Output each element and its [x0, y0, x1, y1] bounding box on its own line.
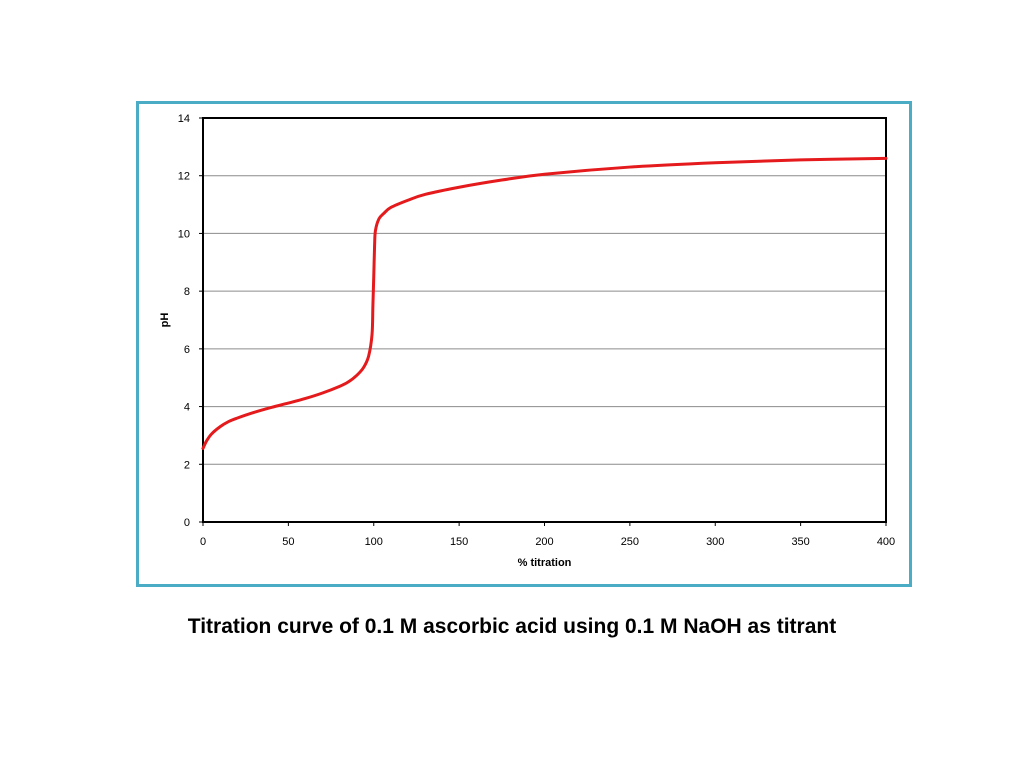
- x-tick-label: 0: [200, 536, 206, 548]
- grid-lines: [203, 117, 886, 465]
- x-tick-label: 100: [365, 536, 383, 548]
- chart-frame: [136, 101, 912, 587]
- x-tick-label: 150: [450, 536, 468, 548]
- series-layer: [201, 156, 888, 450]
- y-tick-label: 2: [184, 459, 190, 471]
- figure-caption: Titration curve of 0.1 M ascorbic acid u…: [187, 615, 837, 638]
- y-tick-label: 14: [178, 113, 190, 125]
- axes: [199, 117, 887, 526]
- x-tick-label: 250: [621, 536, 639, 548]
- x-tick-label: 300: [706, 536, 724, 548]
- y-tick-label: 0: [184, 517, 190, 529]
- y-tick-label: 6: [184, 344, 190, 356]
- x-tick-label: 350: [791, 536, 809, 548]
- y-axis-title: pH: [159, 313, 171, 328]
- y-tick-label: 12: [178, 171, 190, 183]
- plot-area-border: [202, 117, 887, 523]
- series-line-0: [201, 156, 888, 450]
- x-tick-label: 50: [282, 536, 294, 548]
- y-tick-label: 8: [184, 286, 190, 298]
- x-axis-title: % titration: [518, 557, 572, 569]
- y-tick-label: 4: [184, 402, 190, 414]
- x-tick-label: 400: [877, 536, 895, 548]
- x-tick-label: 200: [535, 536, 553, 548]
- y-tick-label: 10: [178, 228, 190, 240]
- tick-labels: 0 2 4 6 8 10 12 14 0 50 100 150 200 250 300 350 400: [178, 113, 895, 548]
